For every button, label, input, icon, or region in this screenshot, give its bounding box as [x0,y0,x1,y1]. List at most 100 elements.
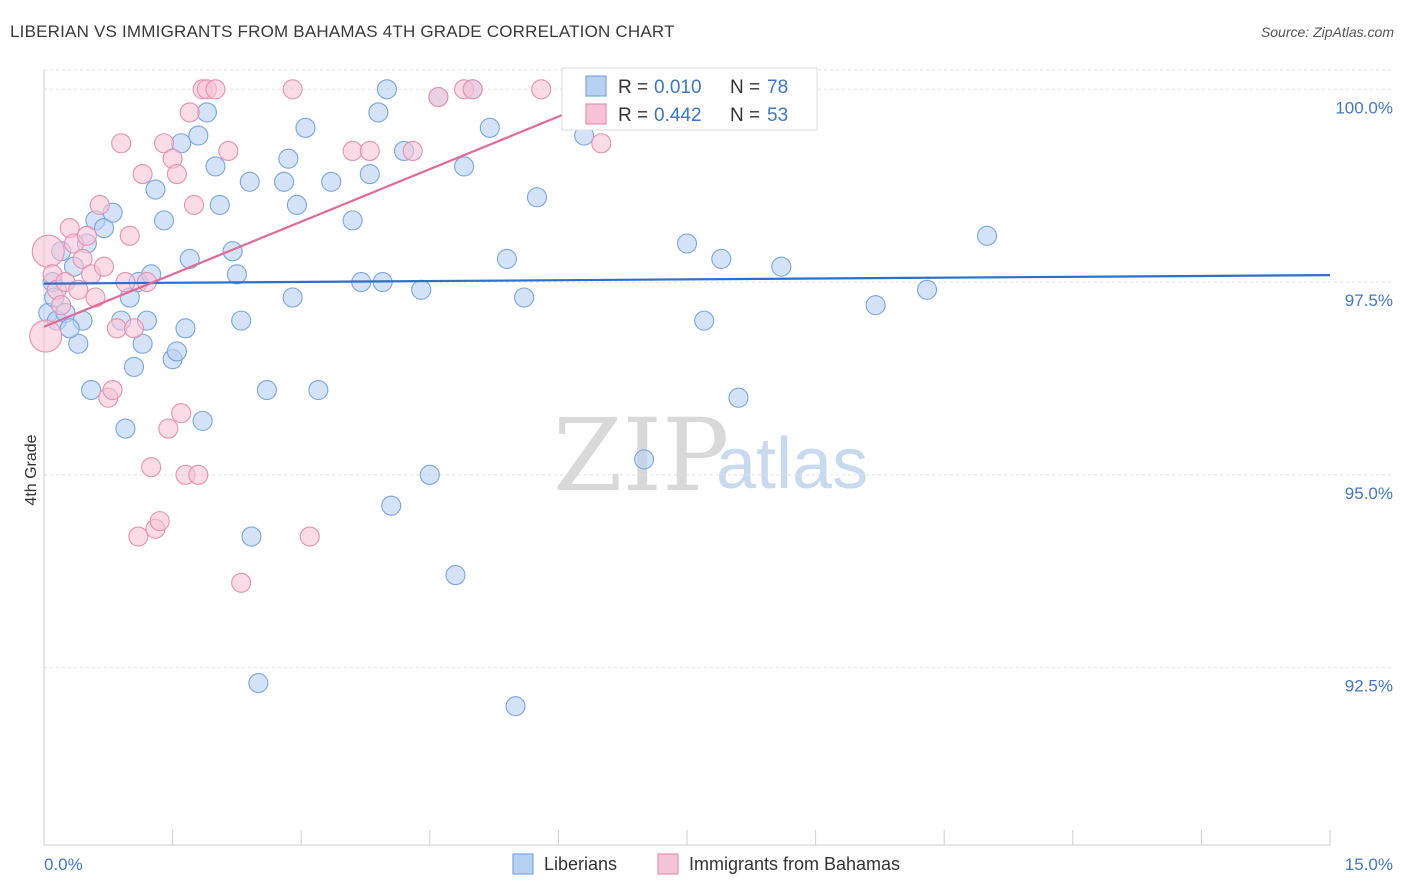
liberians-points [38,79,998,717]
legend-swatch-bahamas [585,103,607,125]
bahamas-point [119,225,140,246]
y-tick-labels: 92.5% 95.0% 97.5% 100.0% [1335,98,1393,695]
bahamas-point [299,526,320,547]
liberians-point [634,449,655,470]
bahamas-point [428,86,449,108]
bahamas-point [231,572,252,593]
liberians-point [209,194,230,216]
liberians-point [166,341,187,362]
liberians-point [256,379,277,401]
y-tick-label: 97.5% [1345,291,1393,310]
bahamas-point [123,318,145,339]
liberians-point [359,164,380,185]
x-tick-label-min: 0.0% [44,855,83,874]
x-tick-label-max: 15.0% [1345,855,1393,874]
liberians-point [526,187,548,208]
bahamas-point [31,234,65,268]
liberians-point [496,248,518,269]
legend-n-value-1: 78 [767,77,788,98]
bahamas-point [111,133,132,154]
bahamas-point [166,164,187,185]
liberians-point [274,171,295,192]
bottom-legend-swatch-bahamas [657,853,679,875]
liberians-point [145,179,166,200]
y-tick-label: 100.0% [1335,98,1393,117]
liberians-point [132,333,153,354]
bahamas-point [29,319,63,353]
bahamas-point [531,79,552,100]
legend-swatch-liberians [585,75,607,97]
x-ticks [43,830,1331,845]
liberians-point [241,526,262,547]
liberians-point [445,565,466,586]
liberians-point [321,171,342,192]
bahamas-point [282,79,303,100]
liberians-point [419,464,440,485]
bahamas-point [76,225,97,246]
liberians-point [115,418,136,439]
bahamas-point [68,279,89,300]
y-tick-label: 92.5% [1345,677,1393,696]
liberians-point [239,171,260,192]
bahamas-point [51,295,72,316]
y-tick-label: 95.0% [1345,484,1393,503]
liberians-point [505,696,526,717]
liberians-point [479,117,500,138]
legend-n-value-2: 53 [767,105,788,126]
chart-title: LIBERIAN VS IMMIGRANTS FROM BAHAMAS 4TH … [10,22,675,41]
liberians-point [295,117,316,138]
bahamas-point [89,194,110,216]
liberians-point [308,379,329,401]
bahamas-point [171,403,192,424]
liberians-point [454,156,475,177]
liberians-trend-line [43,274,1331,285]
liberians-point [381,495,402,516]
trend-lines [43,80,1331,328]
liberians-point [205,156,226,177]
liberians-point [286,194,307,216]
legend-r-value-1: 0.010 [654,77,702,98]
bottom-legend-label-bahamas: Immigrants from Bahamas [689,854,900,874]
liberians-point [694,310,715,331]
bahamas-point [141,457,162,478]
liberians-point [222,241,243,262]
legend-r-value-2: 0.442 [654,105,702,126]
liberians-point [123,356,145,377]
liberians-point [865,295,886,316]
liberians-point [977,225,998,246]
bahamas-point [179,102,200,123]
liberians-point [81,379,102,401]
liberians-point [231,310,252,331]
liberians-point [188,125,209,146]
bahamas-point [128,526,149,547]
series-legend: Liberians Immigrants from Bahamas [512,853,900,875]
liberians-point [93,218,115,239]
liberians-point [192,410,213,431]
liberians-point [226,264,247,285]
bahamas-point [342,140,363,162]
bottom-legend-label-liberians: Liberians [544,854,617,874]
liberians-point [917,279,938,300]
y-axis-title: 4th Grade [23,434,40,505]
liberians-point [728,387,749,408]
legend-r-label-1: R = [618,77,648,98]
bahamas-point [462,79,483,100]
liberians-point [342,210,363,231]
bahamas-point [359,140,380,162]
watermark-atlas: atlas [716,424,868,504]
bahamas-point [149,511,170,532]
liberians-point [771,256,792,277]
liberians-point [282,287,303,308]
bahamas-point [132,164,153,185]
liberians-point [368,102,389,123]
liberians-point [153,210,175,231]
liberians-point [376,79,397,100]
liberians-point [179,248,200,269]
liberians-point [676,233,698,254]
bahamas-point [183,194,205,216]
liberians-point [59,318,80,339]
bahamas-point [93,256,115,277]
liberians-point [711,248,732,269]
bahamas-point [102,379,123,401]
